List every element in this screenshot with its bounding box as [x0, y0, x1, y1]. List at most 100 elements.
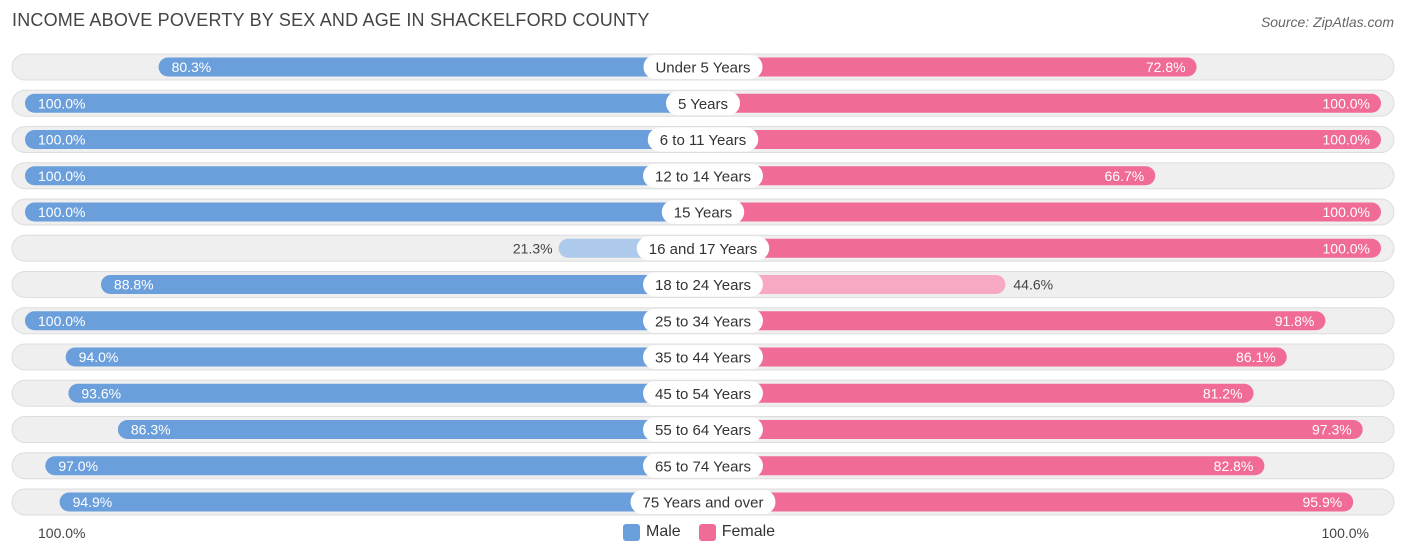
- legend-item-male[interactable]: Male: [623, 523, 681, 541]
- bar-female[interactable]: [703, 93, 1381, 113]
- data-label-male: 100.0%: [38, 313, 85, 329]
- category-label: 55 to 64 Years: [655, 422, 751, 439]
- data-label-female: 66.7%: [1105, 168, 1145, 184]
- category-pill: [643, 453, 763, 478]
- bar-male[interactable]: [25, 93, 703, 113]
- data-label-female: 100.0%: [1323, 132, 1370, 148]
- chart-row: 93.6% 81.2% 45 to 54 Years: [11, 379, 1395, 407]
- category-pill: [630, 490, 776, 514]
- bar-male[interactable]: [117, 420, 704, 439]
- data-label-female: 97.3%: [1312, 422, 1352, 438]
- category-pill: [647, 127, 759, 152]
- data-label-male: 94.9%: [73, 494, 113, 510]
- data-label-female: 100.0%: [1323, 204, 1370, 220]
- category-pill: [665, 91, 741, 116]
- bar-male[interactable]: [59, 492, 703, 512]
- chart-row: 100.0% 100.0% 5 Years: [11, 89, 1395, 117]
- legend-label-male: Male: [646, 523, 681, 540]
- chart-row: 97.0% 82.8% 65 to 74 Years: [11, 452, 1395, 480]
- chart-row: 100.0% 100.0% 6 to 11 Years: [11, 126, 1395, 153]
- category-label: 35 to 44 Years: [655, 350, 751, 367]
- bar-male[interactable]: [100, 275, 704, 294]
- bar-female[interactable]: [703, 420, 1363, 439]
- data-label-male: 100.0%: [38, 168, 85, 184]
- category-label: 25 to 34 Years: [655, 313, 751, 330]
- bar-female[interactable]: [703, 347, 1287, 367]
- chart-row: 86.3% 97.3% 55 to 64 Years: [11, 416, 1395, 443]
- chart-row: 100.0% 100.0% 15 Years: [11, 198, 1395, 226]
- category-label: 75 Years and over: [643, 495, 764, 512]
- data-label-female: 95.9%: [1302, 494, 1342, 510]
- chart-row: 100.0% 91.8% 25 to 34 Years: [11, 307, 1395, 335]
- data-label-male: 94.0%: [79, 349, 119, 365]
- data-label-female: 86.1%: [1236, 349, 1276, 365]
- bar-female[interactable]: [703, 311, 1326, 331]
- data-label-female: 81.2%: [1203, 385, 1243, 401]
- category-pill: [643, 417, 763, 442]
- data-label-female: 72.8%: [1146, 59, 1186, 75]
- category-pill: [636, 236, 770, 261]
- source-credit: Source: ZipAtlas.com: [1260, 14, 1394, 30]
- bar-male[interactable]: [45, 456, 703, 476]
- category-label: 18 to 24 Years: [655, 277, 751, 294]
- bar-female[interactable]: [703, 456, 1265, 476]
- bar-female[interactable]: [703, 492, 1354, 512]
- bar-female[interactable]: [703, 383, 1254, 403]
- bar-female[interactable]: [703, 202, 1381, 222]
- chart-row: 88.8% 44.6% 18 to 24 Years: [11, 271, 1395, 298]
- data-label-male: 86.3%: [131, 422, 171, 438]
- chart-row: 94.0% 86.1% 35 to 44 Years: [11, 343, 1395, 371]
- data-label-male: 88.8%: [114, 277, 154, 293]
- chart-title: INCOME ABOVE POVERTY BY SEX AND AGE IN S…: [12, 10, 650, 30]
- data-label-male: 100.0%: [38, 132, 85, 148]
- category-pill: [661, 200, 745, 224]
- category-label: 6 to 11 Years: [660, 132, 746, 149]
- data-label-male: 21.3%: [513, 240, 553, 256]
- bar-male[interactable]: [25, 166, 703, 186]
- legend: Male Female: [623, 523, 793, 541]
- data-label-female: 91.8%: [1275, 313, 1315, 329]
- bar-male[interactable]: [25, 130, 703, 149]
- bar-female[interactable]: [703, 275, 1006, 294]
- data-label-male: 100.0%: [38, 95, 85, 111]
- data-label-female: 100.0%: [1323, 95, 1370, 111]
- axis-left-label: 100.0%: [38, 525, 86, 541]
- data-label-male: 97.0%: [58, 458, 98, 474]
- category-label: 16 and 17 Years: [649, 241, 757, 258]
- category-pill: [643, 308, 763, 333]
- bar-male[interactable]: [25, 311, 703, 331]
- bar-male[interactable]: [68, 383, 704, 403]
- data-label-female: 82.8%: [1214, 458, 1254, 474]
- legend-swatch-female: [698, 523, 716, 541]
- category-label: 45 to 54 Years: [655, 386, 751, 403]
- category-label: 15 Years: [674, 205, 732, 222]
- bar-male[interactable]: [25, 202, 703, 222]
- chart-row: 80.3% 72.8% Under 5 Years: [11, 53, 1395, 81]
- data-label-male: 93.6%: [81, 385, 121, 401]
- category-pill: [643, 55, 763, 79]
- data-label-male: 80.3%: [172, 59, 212, 75]
- bar-female[interactable]: [703, 238, 1381, 258]
- category-label: Under 5 Years: [655, 60, 750, 77]
- bar-male[interactable]: [158, 57, 704, 77]
- data-label-male: 100.0%: [38, 204, 85, 220]
- category-label: 12 to 14 Years: [655, 168, 751, 185]
- axis-right-label: 100.0%: [1321, 525, 1369, 541]
- category-pill: [643, 381, 763, 406]
- legend-item-female[interactable]: Female: [698, 523, 776, 541]
- category-pill: [643, 272, 763, 297]
- category-pill: [643, 345, 763, 369]
- legend-swatch-male: [623, 523, 640, 541]
- bar-female[interactable]: [703, 130, 1381, 149]
- chart-row: 94.9% 95.9% 75 Years and over: [11, 488, 1395, 516]
- data-label-female: 100.0%: [1323, 240, 1370, 256]
- category-pill: [643, 163, 763, 188]
- bar-male[interactable]: [65, 347, 704, 367]
- bar-female[interactable]: [703, 57, 1197, 77]
- chart-row: 21.3% 100.0% 16 and 17 Years: [11, 234, 1395, 262]
- category-label: 65 to 74 Years: [655, 458, 751, 475]
- legend-label-female: Female: [721, 523, 776, 540]
- bar-chart: 80.3% 72.8% Under 5 Years 100.0% 100.0% 5 Yea…: [11, 53, 1395, 516]
- bar-female[interactable]: [703, 166, 1156, 186]
- data-label-female: 44.6%: [1013, 277, 1053, 293]
